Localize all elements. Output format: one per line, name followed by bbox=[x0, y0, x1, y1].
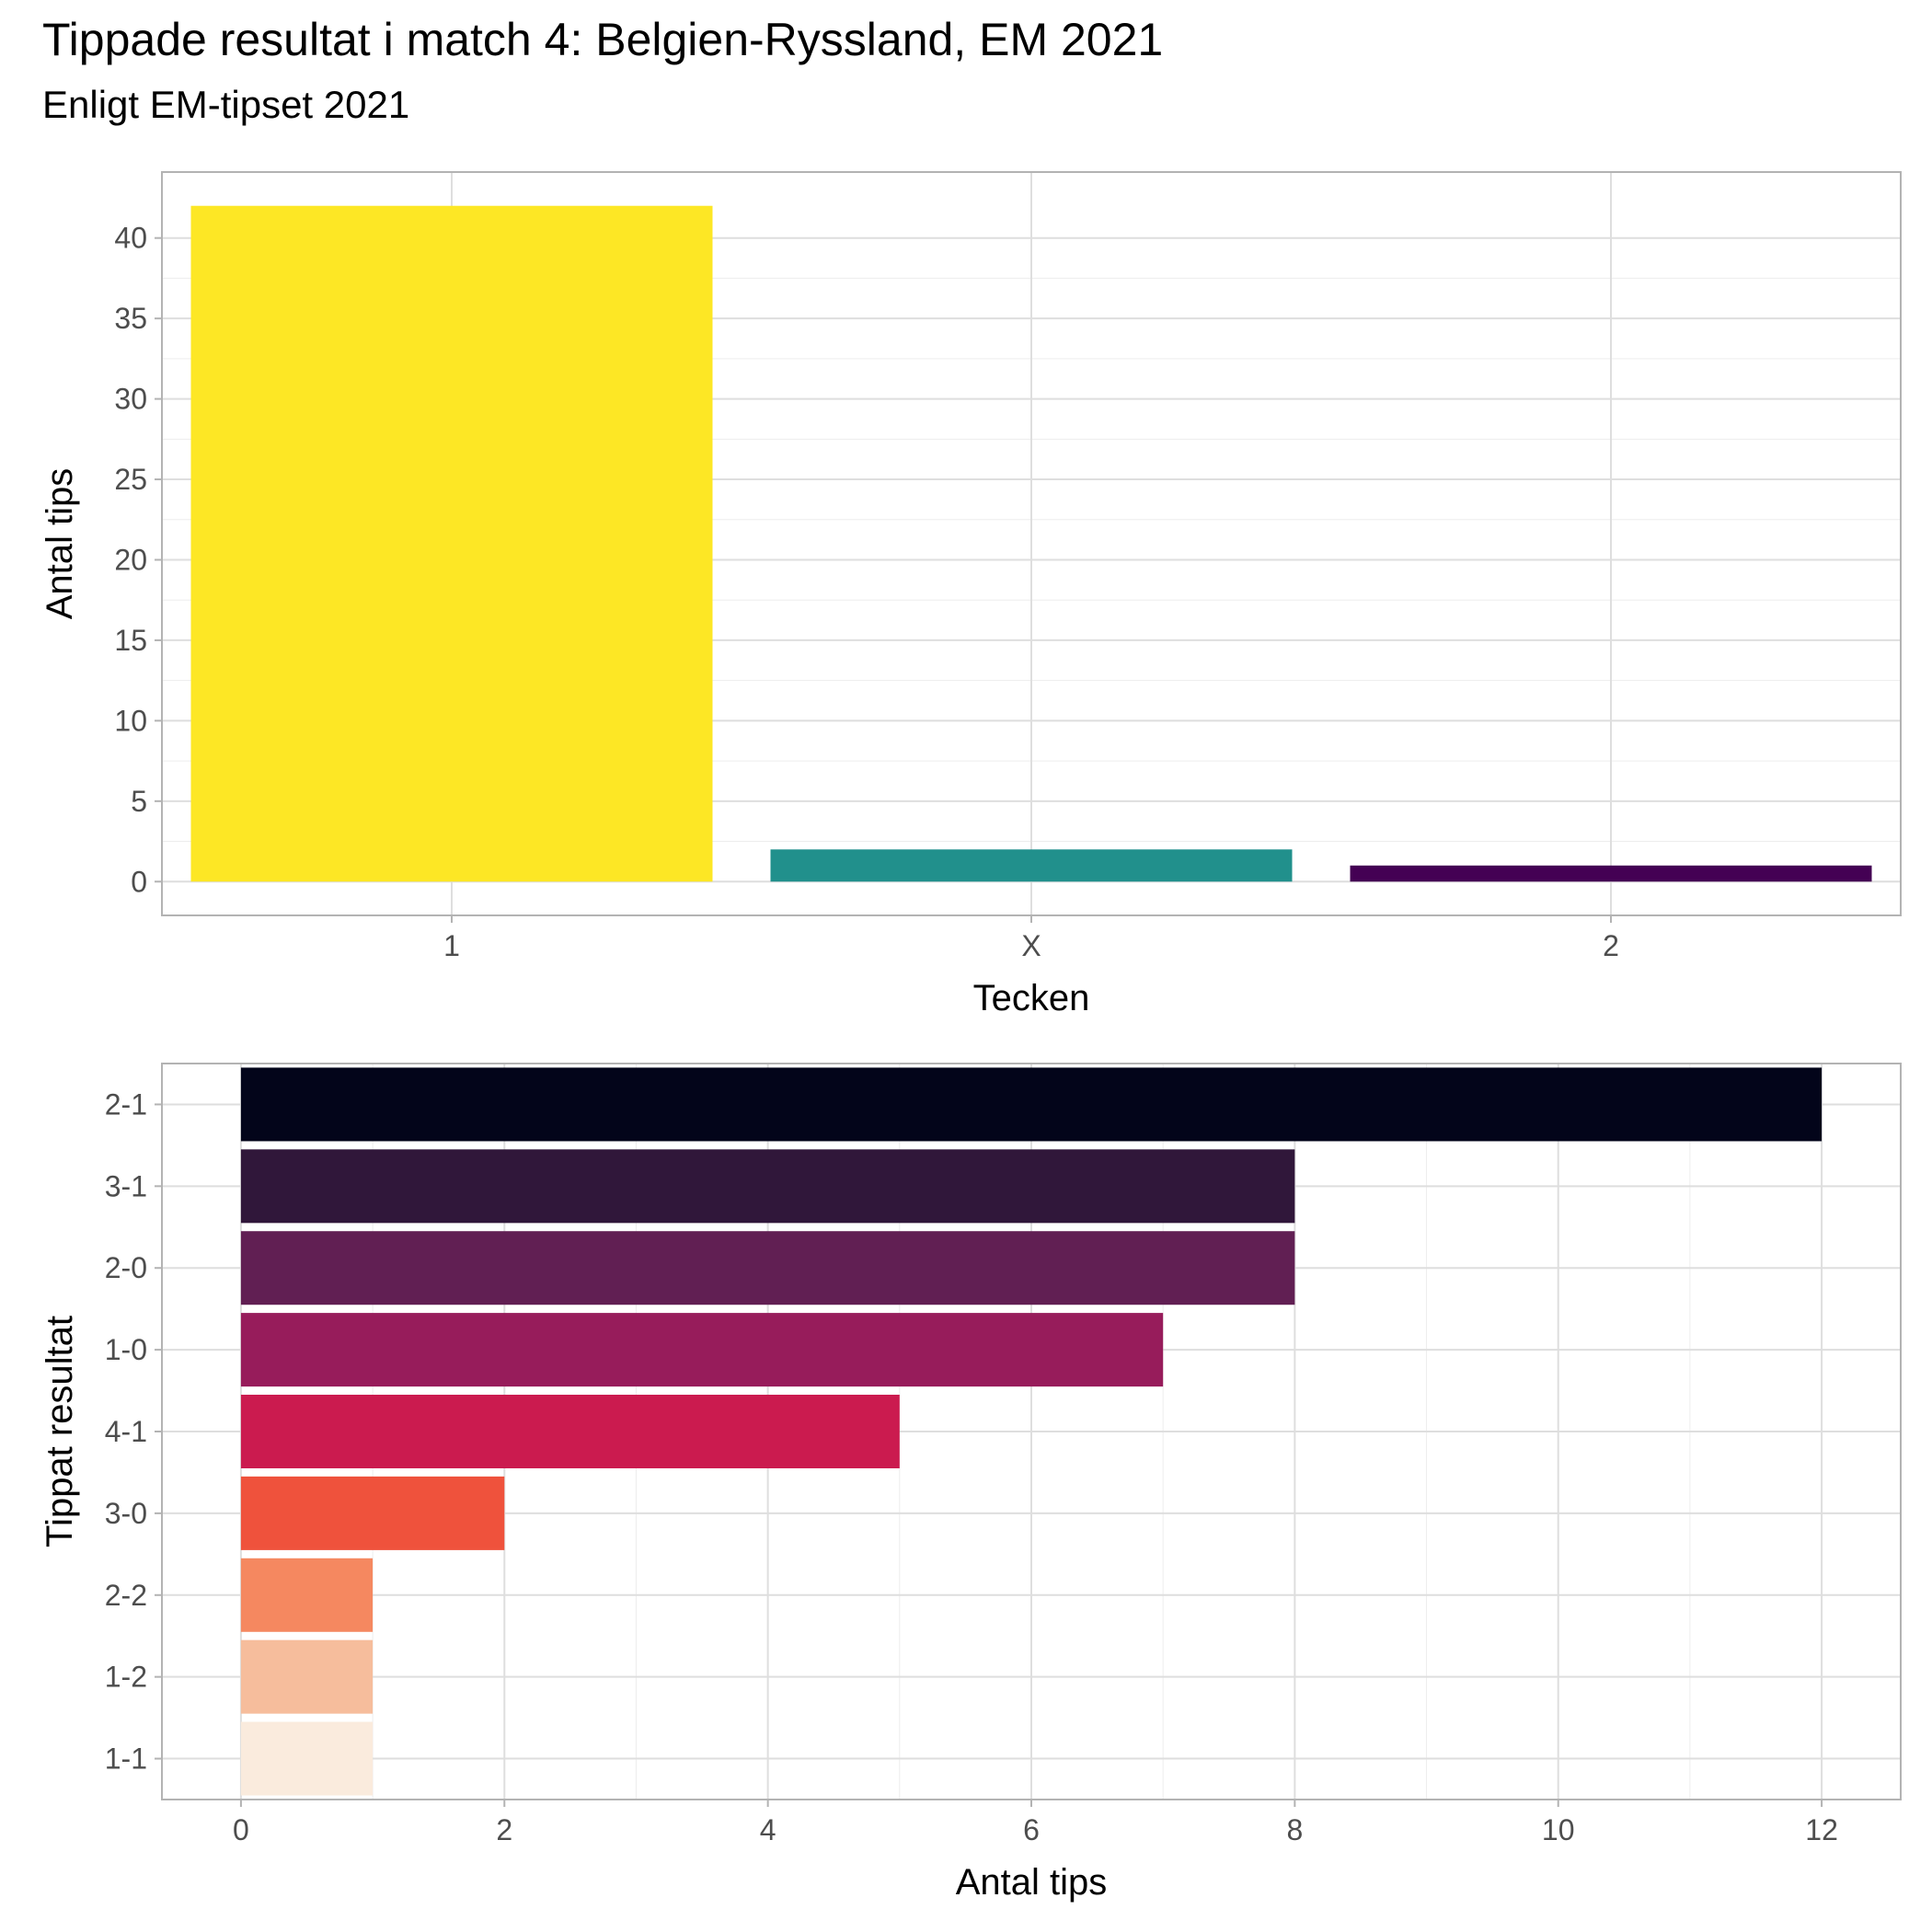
top-y-tick-label: 30 bbox=[114, 383, 147, 416]
bottom-x-tick-label: 12 bbox=[1805, 1813, 1838, 1846]
bar-x bbox=[770, 849, 1293, 882]
bottom-y-tick-label: 2-1 bbox=[105, 1087, 147, 1121]
top-x-axis-title: Tecken bbox=[973, 978, 1090, 1018]
bottom-y-tick-label: 1-0 bbox=[105, 1333, 147, 1366]
bottom-y-tick-label: 3-1 bbox=[105, 1169, 147, 1202]
top-y-tick-label: 5 bbox=[131, 785, 147, 818]
bar-1-2 bbox=[240, 1639, 374, 1714]
bottom-y-tick-label: 2-2 bbox=[105, 1579, 147, 1612]
bottom-x-tick-label: 2 bbox=[496, 1813, 512, 1846]
bar-2-2 bbox=[240, 1558, 374, 1632]
bottom-y-axis-title: Tippat resultat bbox=[40, 1316, 80, 1547]
bottom-x-tick-label: 4 bbox=[760, 1813, 776, 1846]
top-chart: 0 5 10 15 20 25 30 35 40 1 X 2 Tecken Antal tips bbox=[40, 171, 1902, 1018]
bottom-x-tick-label: 6 bbox=[1023, 1813, 1040, 1846]
bar-2 bbox=[1350, 865, 1872, 882]
bottom-y-tick-label: 1-2 bbox=[105, 1661, 147, 1694]
bar-3-0 bbox=[240, 1476, 505, 1550]
top-x-tick-label: 2 bbox=[1603, 929, 1619, 962]
top-y-tick-label: 35 bbox=[114, 302, 147, 335]
bottom-x-tick-label: 8 bbox=[1286, 1813, 1303, 1846]
bottom-x-tick-label: 0 bbox=[233, 1813, 249, 1846]
bottom-y-tick-label: 2-0 bbox=[105, 1251, 147, 1284]
top-y-tick-label: 10 bbox=[114, 704, 147, 737]
top-y-tick-label: 40 bbox=[114, 222, 147, 255]
top-x-tick-label: X bbox=[1021, 929, 1041, 962]
bottom-chart: 2-1 3-1 2-0 1-0 4-1 3-0 2-2 1-2 1-1 0 2 4 6 8 10 12 Anta… bbox=[40, 1063, 1902, 1903]
top-y-tick-label: 25 bbox=[114, 463, 147, 496]
bottom-y-tick-label: 4-1 bbox=[105, 1415, 147, 1448]
top-y-axis-title: Antal tips bbox=[40, 468, 80, 620]
bar-2-1 bbox=[240, 1067, 1823, 1142]
top-y-tick-label: 15 bbox=[114, 624, 147, 657]
chart-title: Tippade resultat i match 4: Belgien-Ryss… bbox=[42, 14, 1164, 65]
bar-4-1 bbox=[240, 1395, 900, 1468]
bar-1-0 bbox=[240, 1313, 1164, 1387]
bottom-x-axis-title: Antal tips bbox=[956, 1862, 1108, 1903]
bottom-y-tick-label: 3-0 bbox=[105, 1497, 147, 1530]
bar-1-1 bbox=[240, 1721, 374, 1796]
bottom-y-tick-label: 1-1 bbox=[105, 1742, 147, 1776]
bar-1 bbox=[190, 205, 713, 882]
top-y-tick-label: 20 bbox=[114, 543, 147, 576]
top-x-tick-label: 1 bbox=[443, 929, 460, 962]
top-y-tick-label: 0 bbox=[131, 865, 147, 898]
bar-3-1 bbox=[240, 1149, 1295, 1224]
bar-2-0 bbox=[240, 1231, 1295, 1305]
bottom-x-tick-label: 10 bbox=[1542, 1813, 1575, 1846]
chart-subtitle: Enligt EM-tipset 2021 bbox=[42, 83, 410, 126]
